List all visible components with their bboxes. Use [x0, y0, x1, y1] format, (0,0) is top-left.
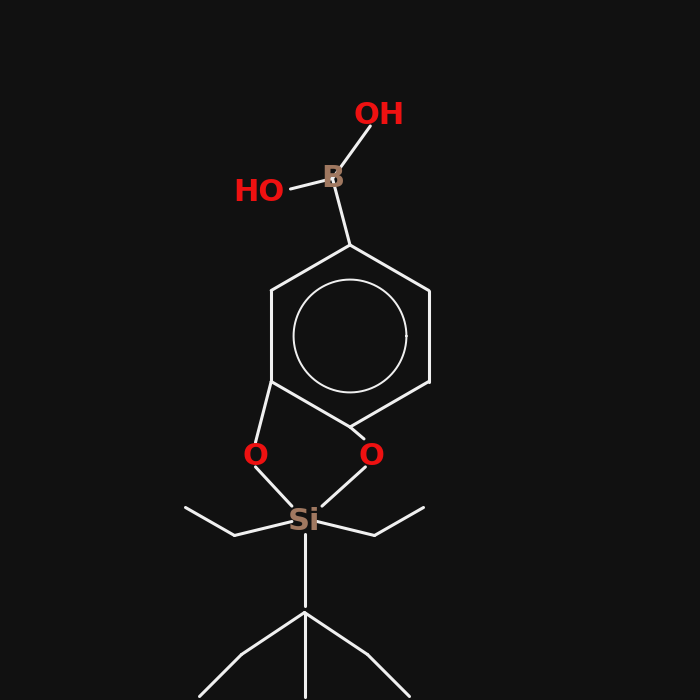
Text: Si: Si [288, 507, 321, 536]
Text: HO: HO [233, 178, 285, 207]
Text: O: O [358, 442, 384, 471]
Text: B: B [321, 164, 344, 193]
Text: O: O [243, 442, 268, 471]
Text: OH: OH [354, 101, 405, 130]
